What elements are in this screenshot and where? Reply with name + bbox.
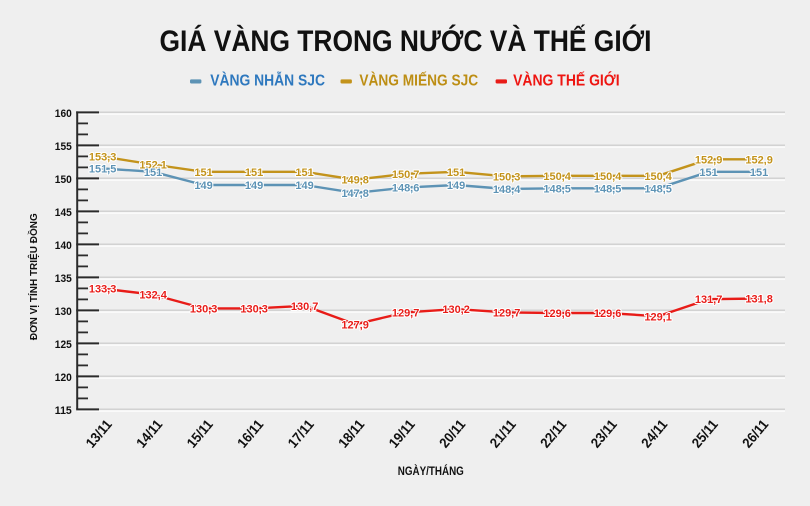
svg-text:VÀNG MIẾNG SJC: VÀNG MIẾNG SJC (359, 71, 478, 90)
svg-text:151: 151 (194, 167, 212, 179)
svg-text:160: 160 (55, 108, 72, 120)
svg-text:145: 145 (55, 207, 72, 219)
svg-text:148,5: 148,5 (594, 183, 622, 195)
svg-text:129,6: 129,6 (543, 308, 571, 320)
svg-text:150,4: 150,4 (543, 171, 571, 183)
svg-text:129,7: 129,7 (392, 307, 420, 319)
svg-text:151: 151 (447, 167, 465, 179)
svg-text:151: 151 (245, 167, 263, 179)
svg-text:130,7: 130,7 (291, 301, 319, 313)
svg-text:148,5: 148,5 (644, 183, 672, 195)
svg-text:151: 151 (144, 167, 162, 179)
svg-text:151,5: 151,5 (89, 164, 117, 176)
svg-text:132,4: 132,4 (139, 290, 167, 302)
svg-text:147,8: 147,8 (341, 188, 369, 200)
svg-text:150,7: 150,7 (392, 169, 420, 181)
svg-text:155: 155 (55, 141, 72, 153)
svg-text:131,8: 131,8 (745, 294, 773, 306)
svg-text:130: 130 (55, 306, 72, 318)
svg-text:135: 135 (55, 273, 72, 285)
svg-text:148,4: 148,4 (493, 184, 521, 196)
svg-text:129,1: 129,1 (644, 311, 672, 323)
svg-text:140: 140 (55, 240, 72, 252)
svg-text:GIÁ VÀNG TRONG NƯỚC VÀ THẾ GIỚ: GIÁ VÀNG TRONG NƯỚC VÀ THẾ GIỚI (160, 24, 652, 58)
svg-text:133,3: 133,3 (89, 284, 117, 296)
svg-text:129,6: 129,6 (594, 308, 622, 320)
svg-text:130,3: 130,3 (240, 303, 268, 315)
svg-text:VÀNG NHẪN SJC: VÀNG NHẪN SJC (210, 71, 325, 90)
svg-text:149: 149 (194, 180, 212, 192)
svg-text:149: 149 (245, 180, 263, 192)
svg-text:130,2: 130,2 (442, 304, 470, 316)
svg-text:ĐƠN VỊ TÍNH TRIỆU ĐỒNG: ĐƠN VỊ TÍNH TRIỆU ĐỒNG (27, 213, 40, 340)
svg-text:153,3: 153,3 (89, 152, 117, 164)
svg-text:150,3: 150,3 (493, 171, 521, 183)
svg-text:148,6: 148,6 (392, 183, 420, 195)
svg-text:127,9: 127,9 (341, 319, 369, 331)
svg-text:115: 115 (55, 405, 72, 417)
svg-text:131,7: 131,7 (695, 294, 723, 306)
svg-text:150: 150 (55, 174, 72, 186)
svg-text:149: 149 (295, 180, 313, 192)
svg-text:129,7: 129,7 (493, 307, 521, 319)
svg-text:149,8: 149,8 (341, 175, 369, 187)
svg-text:148,5: 148,5 (543, 183, 571, 195)
svg-text:130,3: 130,3 (190, 303, 218, 315)
svg-text:VÀNG THẾ GIỚI: VÀNG THẾ GIỚI (513, 71, 620, 90)
svg-text:150,4: 150,4 (644, 171, 672, 183)
svg-text:152,9: 152,9 (695, 154, 723, 166)
svg-text:152,1: 152,1 (139, 160, 167, 172)
svg-text:120: 120 (55, 372, 72, 384)
svg-text:125: 125 (55, 339, 72, 351)
svg-text:NGÀY/THÁNG: NGÀY/THÁNG (398, 463, 464, 478)
svg-text:151: 151 (295, 167, 313, 179)
svg-text:150,4: 150,4 (594, 171, 622, 183)
svg-text:151: 151 (699, 167, 717, 179)
svg-text:151: 151 (750, 167, 768, 179)
svg-text:152,9: 152,9 (745, 154, 773, 166)
svg-text:149: 149 (447, 180, 465, 192)
